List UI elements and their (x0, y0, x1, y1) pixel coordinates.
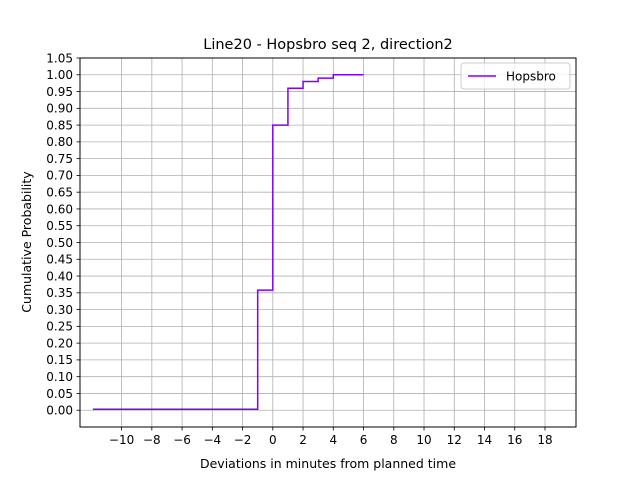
grid-lines (80, 57, 576, 427)
x-tick-label: −8 (143, 433, 161, 447)
y-tick-label: 0.65 (46, 185, 73, 199)
x-tick-label: 10 (416, 433, 431, 447)
x-axis-label: Deviations in minutes from planned time (200, 456, 456, 471)
x-tick-label: −6 (173, 433, 191, 447)
x-tick-label: −10 (109, 433, 134, 447)
x-tick-label: 14 (477, 433, 492, 447)
y-tick-label: 0.45 (46, 253, 73, 267)
legend-box (460, 62, 571, 90)
legend-label: Hopsbro (506, 70, 556, 84)
x-tick-label: 18 (537, 433, 552, 447)
y-tick-label: 0.80 (46, 135, 73, 149)
y-tick-label: 0.20 (46, 336, 73, 350)
y-tick-label: 0.50 (46, 236, 73, 250)
x-tick-label: 16 (507, 433, 522, 447)
y-tick-label: 0.00 (46, 404, 73, 418)
y-tick-label: 0.05 (46, 387, 73, 401)
x-tick-label: 6 (360, 433, 368, 447)
x-tick-label: −4 (203, 433, 221, 447)
y-tick-label: 0.30 (46, 303, 73, 317)
y-tick-label: 0.85 (46, 118, 73, 132)
x-tick-label: 0 (269, 433, 277, 447)
y-tick-label: 0.25 (46, 320, 73, 334)
series-line-hopsbro (92, 74, 364, 410)
x-tick-label: 2 (299, 433, 307, 447)
y-tick-label: 0.95 (46, 85, 73, 99)
y-axis-label: Cumulative Probability (19, 171, 34, 313)
y-axis-ticks: 0.00 0.05 0.10 0.15 0.20 0.25 0.30 0.35 0.40 0.45… (46, 51, 80, 418)
x-tick-label: 4 (329, 433, 337, 447)
y-tick-label: 0.40 (46, 269, 73, 283)
y-tick-label: 0.15 (46, 353, 73, 367)
y-tick-label: 1.05 (46, 51, 73, 65)
y-tick-label: 0.90 (46, 102, 73, 116)
y-tick-label: 1.00 (46, 68, 73, 82)
legend: Hopsbro (460, 62, 571, 90)
y-tick-label: 0.10 (46, 370, 73, 384)
x-tick-label: 8 (390, 433, 398, 447)
y-tick-label: 0.35 (46, 286, 73, 300)
y-tick-label: 0.60 (46, 202, 73, 216)
chart-title: Line20 - Hopsbro seq 2, direction2 (203, 37, 452, 53)
x-axis-ticks: −10 −8 −6 −4 −2 0 2 4 6 8 10 12 14 16 18 (109, 427, 553, 447)
x-tick-label: −2 (234, 433, 252, 447)
y-tick-label: 0.75 (46, 152, 73, 166)
y-tick-label: 0.55 (46, 219, 73, 233)
x-tick-label: 12 (447, 433, 462, 447)
y-tick-label: 0.70 (46, 169, 73, 183)
series-layer (92, 74, 364, 410)
